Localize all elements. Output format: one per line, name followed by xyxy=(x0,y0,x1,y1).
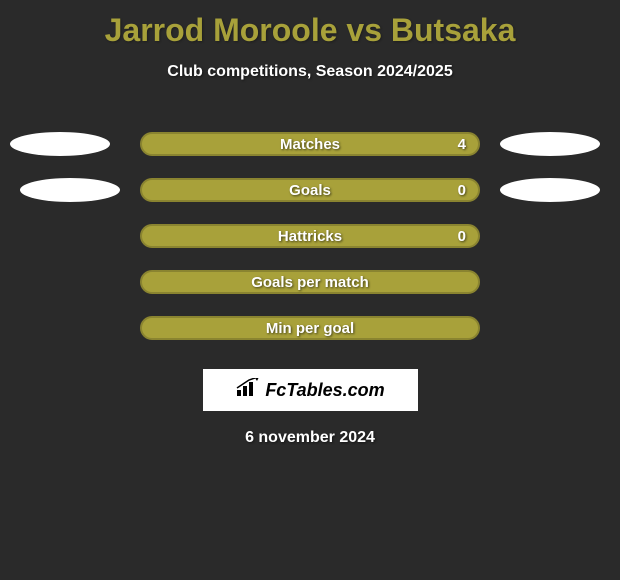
stat-value: 0 xyxy=(458,228,466,245)
stat-row-matches: Matches 4 xyxy=(0,121,620,167)
stat-label: Matches xyxy=(280,136,340,153)
stat-row-hattricks: Hattricks 0 xyxy=(0,213,620,259)
ellipse-right-icon xyxy=(500,132,600,156)
stat-bar: Matches 4 xyxy=(140,132,480,156)
chart-icon xyxy=(235,378,261,403)
stat-row-goals: Goals 0 xyxy=(0,167,620,213)
stat-label: Hattricks xyxy=(278,228,342,245)
stat-label: Goals xyxy=(289,182,331,199)
stat-row-goals-per-match: Goals per match xyxy=(0,259,620,305)
ellipse-left-icon xyxy=(10,132,110,156)
stat-bar: Hattricks 0 xyxy=(140,224,480,248)
logo-text: FcTables.com xyxy=(265,380,384,401)
logo-box: FcTables.com xyxy=(203,369,418,411)
page-subtitle: Club competitions, Season 2024/2025 xyxy=(0,63,620,81)
stat-row-min-per-goal: Min per goal xyxy=(0,305,620,351)
stat-bar: Goals per match xyxy=(140,270,480,294)
stat-value: 4 xyxy=(458,136,466,153)
stat-label: Goals per match xyxy=(251,274,369,291)
stat-bar: Min per goal xyxy=(140,316,480,340)
stats-container: Matches 4 Goals 0 Hattricks 0 Goals per … xyxy=(0,121,620,351)
ellipse-right-icon xyxy=(500,178,600,202)
page-title: Jarrod Moroole vs Butsaka xyxy=(0,0,620,49)
date-text: 6 november 2024 xyxy=(0,429,620,447)
ellipse-left-icon xyxy=(20,178,120,202)
stat-label: Min per goal xyxy=(266,320,354,337)
stat-bar: Goals 0 xyxy=(140,178,480,202)
stat-value: 0 xyxy=(458,182,466,199)
